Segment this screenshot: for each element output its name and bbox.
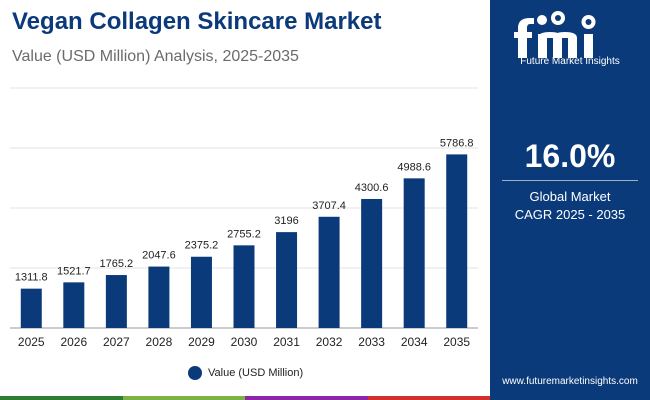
cagr-label-line2: CAGR 2025 - 2035 [514, 207, 626, 222]
legend-swatch [188, 366, 202, 380]
bar-value-label: 4300.6 [355, 182, 389, 194]
bar [148, 266, 170, 328]
chart-title: Vegan Collagen Skincare Market [12, 8, 382, 35]
bar [20, 288, 42, 328]
bar-value-label: 1765.2 [100, 258, 134, 270]
bottom-band-segment [0, 396, 123, 400]
chart-subtitle: Value (USD Million) Analysis, 2025-2035 [12, 48, 299, 65]
sidebar-panel: Future Market Insights 16.0% Global Mark… [490, 0, 650, 400]
cagr-value: 16.0% [524, 138, 616, 174]
website-link[interactable]: www.futuremarketinsights.com [502, 376, 638, 387]
bar-chart: 1311.8 2025 1521.7 2026 1765.2 2027 2047.6 2028… [10, 87, 478, 349]
chart-legend: Value (USD Million) [188, 366, 303, 380]
sidebar-divider [502, 180, 638, 181]
bar-value-label: 2047.6 [142, 250, 176, 262]
bottom-band-segment [122, 396, 245, 400]
bar [446, 154, 468, 328]
bottom-band-segment [245, 396, 368, 400]
bar [190, 256, 212, 328]
bar [63, 282, 85, 328]
bar [105, 275, 127, 328]
x-tick-label: 2032 [316, 335, 343, 349]
fmi-logo-icon [514, 11, 596, 58]
cagr-label: Global Market CAGR 2025 - 2035 [490, 188, 650, 224]
bar [318, 216, 340, 328]
bar [403, 178, 425, 328]
x-tick-label: 2025 [18, 335, 45, 349]
bar [276, 232, 298, 328]
bar [233, 245, 255, 328]
legend-label: Value (USD Million) [208, 367, 304, 379]
bar-value-label: 3196 [274, 215, 298, 227]
bar-value-label: 3707.4 [312, 200, 346, 212]
logo-wordmark: Future Market Insights [520, 56, 620, 67]
x-tick-label: 2030 [231, 335, 258, 349]
bar-value-label: 1311.8 [15, 272, 48, 284]
bottom-band-segment [367, 396, 490, 400]
cagr-label-line1: Global Market [529, 189, 611, 204]
bar-value-label: 4988.6 [397, 161, 431, 173]
bar-value-label: 1521.7 [57, 265, 91, 277]
bar-value-label: 2755.2 [227, 228, 261, 240]
bar-value-label: 5786.8 [440, 137, 474, 149]
x-tick-label: 2033 [358, 335, 385, 349]
x-tick-label: 2031 [273, 335, 300, 349]
bar [361, 198, 383, 328]
x-tick-label: 2035 [443, 335, 470, 349]
x-tick-label: 2028 [146, 335, 173, 349]
x-tick-label: 2026 [60, 335, 87, 349]
x-tick-label: 2034 [401, 335, 428, 349]
bar-value-label: 2375.2 [185, 240, 219, 252]
x-tick-label: 2027 [103, 335, 130, 349]
x-tick-label: 2029 [188, 335, 215, 349]
